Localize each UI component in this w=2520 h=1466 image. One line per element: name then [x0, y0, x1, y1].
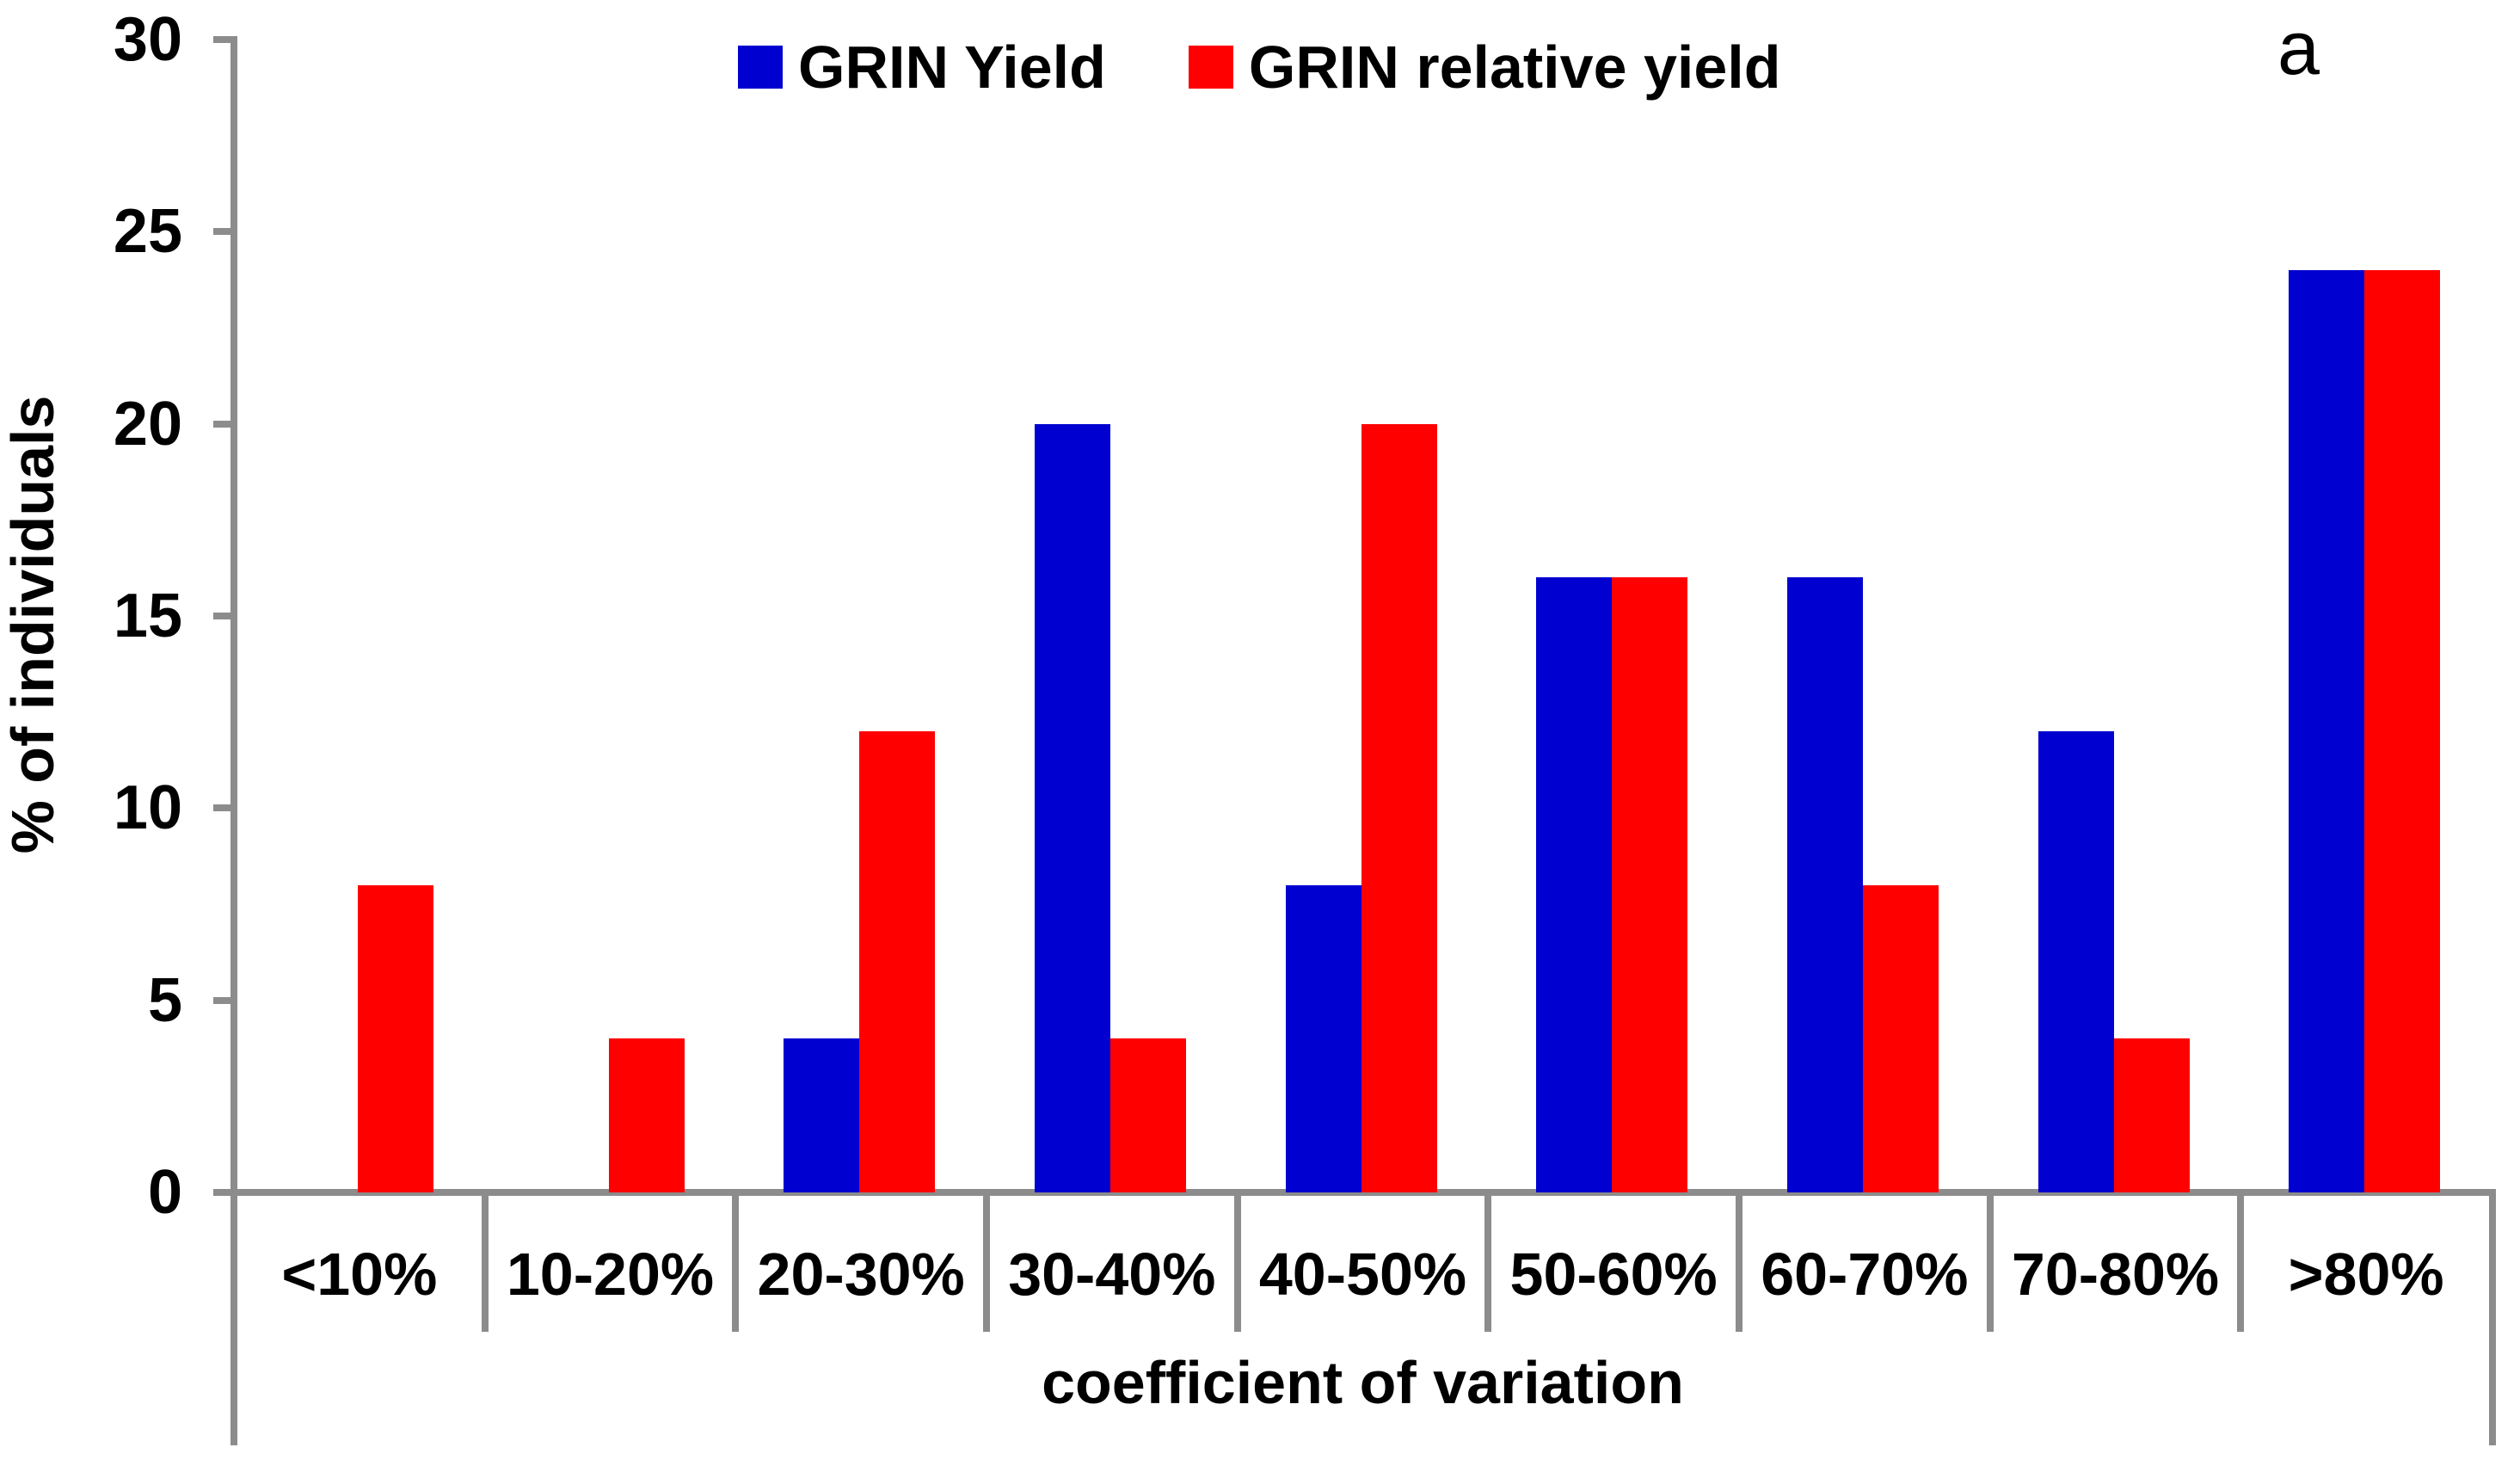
y-axis-tick-label-5: 5 — [147, 965, 182, 1035]
panel-letter-annotation: a — [2277, 5, 2320, 90]
plot-right-edge-line — [2489, 1196, 2496, 1445]
bar-grin-relative-yield-8 — [2113, 1038, 2190, 1192]
y-axis-tick-label-15: 15 — [113, 582, 182, 650]
category-label-2: 10-20% — [506, 1241, 715, 1308]
y-axis-tick-0 — [213, 1189, 234, 1196]
legend-swatch-red — [1188, 46, 1233, 89]
x-axis-line — [213, 1189, 2496, 1196]
y-axis-tick-30 — [213, 36, 234, 43]
bar-grin-yield-5 — [1285, 884, 1361, 1192]
y-axis-tick-15 — [213, 613, 234, 619]
legend: GRIN Yield GRIN relative yield — [738, 34, 1781, 101]
y-axis-tick-label-0: 0 — [147, 1158, 182, 1227]
y-axis-tick-20 — [213, 420, 234, 428]
bar-grin-relative-yield-9 — [2364, 270, 2441, 1192]
category-label-8: 70-80% — [2011, 1241, 2220, 1308]
category-label-1: <10% — [281, 1241, 438, 1308]
category-separator-4 — [1233, 1196, 1241, 1332]
bar-grin-relative-yield-7 — [1863, 884, 1939, 1192]
y-axis-tick-10 — [213, 804, 234, 812]
category-separator-8 — [2237, 1196, 2245, 1332]
legend-swatch-blue — [738, 46, 783, 89]
category-separator-2 — [732, 1196, 740, 1332]
y-axis-line — [230, 36, 237, 1445]
category-label-6: 50-60% — [1509, 1241, 1718, 1308]
category-label-4: 30-40% — [1008, 1241, 1216, 1308]
y-axis-tick-label-25: 25 — [113, 197, 182, 267]
category-label-9: >80% — [2288, 1241, 2444, 1308]
bar-grin-relative-yield-4 — [1110, 1038, 1186, 1192]
y-axis-tick-label-30: 30 — [113, 5, 182, 74]
bar-grin-yield-7 — [1787, 577, 1863, 1192]
legend-item-grin-yield: GRIN Yield — [738, 37, 1106, 97]
x-axis-title: coefficient of variation — [1042, 1349, 1684, 1416]
category-label-3: 20-30% — [757, 1241, 965, 1308]
bar-grin-yield-6 — [1536, 577, 1613, 1192]
bar-grin-relative-yield-2 — [608, 1038, 685, 1192]
category-label-7: 60-70% — [1761, 1241, 1969, 1308]
bar-grin-relative-yield-6 — [1612, 577, 1688, 1192]
bar-grin-yield-3 — [784, 1038, 860, 1192]
bar-grin-relative-yield-5 — [1361, 423, 1437, 1192]
bar-grin-yield-8 — [2038, 731, 2114, 1192]
bar-grin-relative-yield-3 — [859, 731, 936, 1192]
y-axis-tick-label-10: 10 — [113, 773, 182, 843]
legend-label: GRIN relative yield — [1248, 34, 1781, 101]
y-axis-tick-25 — [213, 228, 234, 236]
y-axis-tick-5 — [213, 996, 234, 1004]
category-separator-3 — [983, 1196, 990, 1332]
legend-label: GRIN Yield — [798, 34, 1106, 101]
category-separator-5 — [1484, 1196, 1492, 1332]
category-separator-7 — [1986, 1196, 1994, 1332]
bar-grin-yield-4 — [1035, 423, 1110, 1192]
category-separator-6 — [1736, 1196, 1742, 1332]
category-separator-1 — [481, 1196, 489, 1332]
bar-grin-relative-yield-1 — [358, 884, 433, 1192]
bar-grin-yield-9 — [2289, 270, 2365, 1192]
y-axis-title: % of individuals — [0, 395, 66, 854]
y-axis-tick-label-20: 20 — [113, 389, 182, 459]
legend-item-grin-relative-yield: GRIN relative yield — [1188, 34, 1781, 101]
category-label-5: 40-50% — [1258, 1241, 1467, 1308]
